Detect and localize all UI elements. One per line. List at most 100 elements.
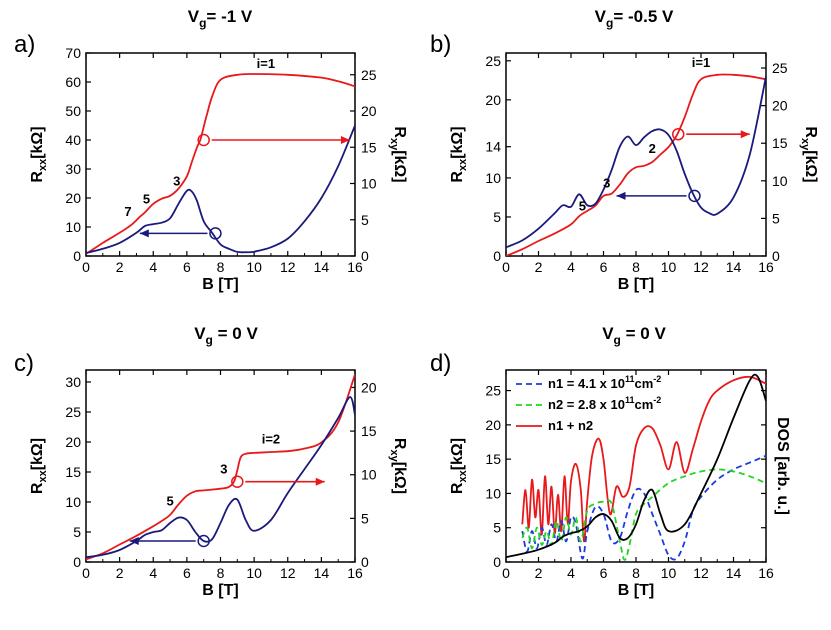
x-axis-label: B [T] — [618, 582, 654, 599]
x-tick-label: 8 — [632, 565, 640, 581]
axis-indicator-1 — [139, 227, 222, 240]
x-tick-label: 6 — [183, 565, 191, 581]
ylabel-unit: [kΩ] — [29, 438, 46, 470]
x-tick-label: 6 — [183, 259, 191, 275]
x-tick-label: 0 — [82, 259, 90, 275]
y-tick-label: 15 — [65, 464, 81, 480]
plateau-label: 3 — [220, 461, 227, 476]
indicator-arrow-head — [315, 477, 325, 486]
panel-label: a) — [14, 31, 35, 58]
x-tick-label: 16 — [758, 565, 774, 581]
legend: n1 = 4.1 x 1011cm-2n2 = 2.8 x 1011cm-2n1… — [516, 374, 661, 433]
series-line-0 — [506, 73, 766, 256]
y-tick-label: 5 — [73, 524, 81, 540]
ylabel-main: R — [29, 171, 46, 183]
legend-unit: cm — [635, 376, 654, 391]
axis-indicator-0 — [197, 133, 350, 147]
series-line-2 — [521, 468, 766, 561]
x-tick-label: 4 — [567, 565, 575, 581]
ylabel-right-main: R — [391, 126, 408, 138]
indicator-circle — [231, 475, 244, 488]
ylabel-right-sub: xy — [388, 138, 400, 151]
x-tick-label: 10 — [246, 259, 262, 275]
y-axis-right: 0 5 10 15 20 Rxy[kΩ] — [350, 379, 408, 570]
title-main: V — [602, 324, 614, 343]
y-right-tick-label: 10 — [361, 467, 377, 483]
y-axis-right: 0 5 10 15 20 25 Rxy[kΩ] — [761, 60, 819, 264]
title-main: V — [595, 7, 607, 26]
x-tick-label: 10 — [661, 565, 677, 581]
series-group — [506, 373, 766, 561]
ylabel-right-main: R — [802, 126, 819, 138]
title-main: V — [194, 324, 206, 343]
y-axis-label-left: Rxx[kΩ] — [449, 126, 469, 182]
panel-b: Vg= -0.5 Vb)0 2 4 6 8 10 12 14 16B [T]0510142025… — [430, 7, 819, 293]
axis-indicator-1 — [616, 189, 701, 203]
ylabel-sub: xx — [457, 469, 469, 482]
series-group — [86, 73, 355, 255]
y-right-tick-label: 0 — [361, 554, 369, 570]
ylabel-sub: xx — [37, 469, 49, 482]
plateau-label: i=1 — [692, 55, 710, 70]
title-sub: g — [199, 16, 206, 30]
x-axis: 0 2 4 6 8 10 12 14 16 B [T] — [502, 370, 774, 599]
y-tick-label: 14 — [485, 139, 501, 155]
y-axis-label-left: Rxx[kΩ] — [449, 438, 469, 494]
y-tick-label: 20 — [65, 190, 81, 206]
panel-label: b) — [430, 31, 451, 58]
y-right-tick-label: 10 — [772, 173, 788, 189]
title-sub: g — [606, 16, 613, 30]
y-right-tick-label: 25 — [772, 60, 788, 76]
series-line-3 — [506, 373, 766, 559]
x-tick-label: 16 — [347, 565, 363, 581]
x-tick-label: 2 — [116, 259, 124, 275]
y-tick-label: 30 — [65, 161, 81, 177]
x-tick-label: 0 — [82, 565, 90, 581]
y-right-tick-label: 10 — [361, 176, 377, 192]
plateau-label: 2 — [649, 141, 656, 156]
ylabel-sub: xx — [37, 158, 49, 171]
x-axis: 0 2 4 6 8 10 12 14 16 B [T] — [82, 370, 363, 599]
panel-label: c) — [14, 350, 34, 377]
y-tick-label: 0 — [73, 554, 81, 570]
x-tick-label: 0 — [502, 565, 510, 581]
series-group — [506, 73, 766, 256]
y-tick-label: 10 — [65, 219, 81, 235]
legend-sup2: -2 — [653, 395, 661, 405]
plateau-label: 5 — [166, 494, 173, 509]
x-tick-label: 14 — [726, 565, 742, 581]
x-tick-label: 6 — [600, 259, 608, 275]
y-tick-label: 20 — [485, 92, 501, 108]
indicator-arrow-head — [740, 130, 750, 139]
series-line-1 — [506, 76, 766, 249]
chart-title: Vg= -1 V — [188, 7, 253, 30]
series-group — [86, 374, 355, 561]
x-tick-label: 12 — [693, 259, 709, 275]
plateau-label: 5 — [579, 199, 586, 214]
legend-label: n1 + n2 — [548, 418, 593, 433]
plateau-label: 3 — [603, 175, 610, 190]
ylabel-right-sub: xy — [799, 138, 811, 151]
series-line-0 — [86, 374, 355, 561]
y-axis-label-left: Rxx[kΩ] — [29, 126, 49, 182]
y-axis-label-right: Rxy[kΩ] — [388, 438, 408, 494]
y-tick-label: 15 — [485, 451, 501, 467]
y-tick-label: 10 — [485, 485, 501, 501]
y-axis-right: DOS [arb. u.] — [774, 417, 791, 515]
y-right-tick-label: 25 — [361, 67, 377, 83]
x-tick-label: 10 — [246, 565, 262, 581]
x-tick-label: 12 — [280, 565, 296, 581]
y-right-tick-label: 0 — [772, 248, 780, 264]
y-tick-label: 5 — [493, 209, 501, 225]
plateau-label: 5 — [143, 191, 150, 206]
y-axis-label-left: Rxx[kΩ] — [29, 438, 49, 494]
x-tick-label: 12 — [693, 565, 709, 581]
legend-sup2: -2 — [653, 374, 661, 384]
series-line-0 — [86, 73, 355, 255]
ylabel-main: R — [449, 171, 466, 183]
x-tick-label: 14 — [314, 259, 330, 275]
axis-indicator-0 — [672, 127, 750, 141]
y-tick-label: 30 — [65, 374, 81, 390]
title-sub: g — [206, 333, 213, 347]
